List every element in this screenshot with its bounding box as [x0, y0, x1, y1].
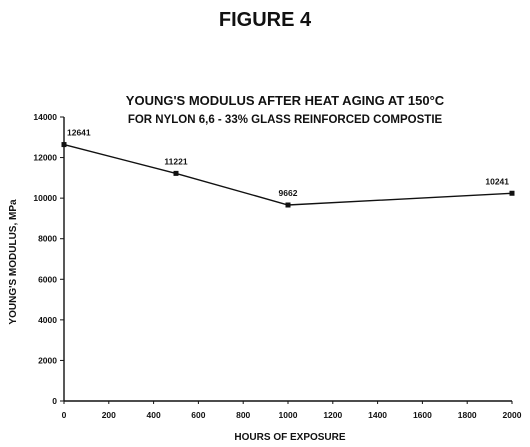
y-tick-label: 4000	[38, 315, 57, 325]
y-tick-label: 10000	[33, 193, 57, 203]
y-tick-label: 6000	[38, 274, 57, 284]
y-tick-label: 14000	[33, 112, 57, 122]
x-tick-label: 1000	[279, 410, 298, 420]
y-tick-label: 2000	[38, 355, 57, 365]
data-label: 9662	[279, 188, 298, 198]
figure-label: FIGURE 4	[219, 9, 312, 31]
series-line	[63, 143, 513, 206]
chart-title: YOUNG'S MODULUS AFTER HEAT AGING AT 150°…	[126, 93, 445, 108]
chart-subtitle: FOR NYLON 6,6 - 33% GLASS REINFORCED COM…	[128, 114, 443, 126]
data-label: 12641	[67, 128, 91, 138]
data-point-marker	[61, 142, 67, 148]
data-label: 11221	[164, 156, 187, 166]
y-axis-title: YOUNG'S MODULUS, MPa	[8, 199, 19, 325]
x-tick-label: 400	[147, 410, 161, 420]
x-tick-label: 1800	[458, 410, 477, 420]
x-tick-label: 200	[102, 410, 116, 420]
x-tick-label: 1200	[323, 410, 342, 420]
data-point-marker	[173, 170, 179, 176]
y-tick-label: 8000	[38, 234, 57, 244]
data-point-marker	[285, 202, 291, 208]
y-tick-label: 12000	[33, 153, 57, 163]
x-tick-label: 800	[236, 410, 250, 420]
x-axis-title: HOURS OF EXPOSURE	[234, 432, 345, 443]
x-tick-label: 600	[191, 410, 205, 420]
data-label: 10241	[485, 176, 509, 186]
y-tick-label: 0	[52, 396, 57, 406]
x-tick-label: 1600	[413, 410, 432, 420]
x-tick-label: 1400	[368, 410, 387, 420]
data-point-marker	[509, 190, 515, 196]
plot-area: 0 2000 4000 6000 8000 10000 12000 14000 0 200 400 6…	[33, 112, 521, 420]
x-tick-label: 0	[62, 410, 67, 420]
x-tick-label: 2000	[503, 410, 522, 420]
